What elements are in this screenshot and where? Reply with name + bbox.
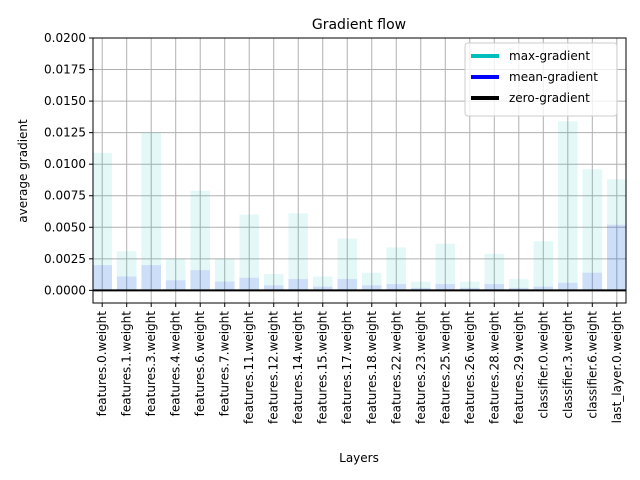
x-tick-label: features.18.weight bbox=[365, 311, 379, 424]
x-tick-label: last_layer.0.weight bbox=[610, 311, 624, 424]
max-gradient-bar bbox=[312, 276, 333, 291]
max-gradient-bar bbox=[607, 179, 627, 291]
y-tick-label: 0.0100 bbox=[44, 157, 86, 171]
y-axis-label: average gradient bbox=[16, 119, 30, 223]
max-gradient-bar bbox=[508, 279, 529, 291]
x-tick-label: features.11.weight bbox=[242, 311, 256, 424]
max-gradient-bar bbox=[141, 132, 162, 291]
mean-gradient-bar bbox=[190, 270, 211, 291]
max-gradient-bar bbox=[239, 214, 260, 291]
x-tick-label: features.0.weight bbox=[95, 311, 109, 417]
x-axis-ticks: features.0.weight features.1.weight featur… bbox=[95, 303, 624, 424]
mean-gradient-bar bbox=[337, 279, 358, 291]
mean-gradient-bar bbox=[92, 265, 112, 291]
max-gradient-bar bbox=[288, 213, 309, 291]
mean-gradient-bar bbox=[361, 285, 382, 291]
x-tick-label: features.1.weight bbox=[120, 311, 134, 417]
y-tick-label: 0.0050 bbox=[44, 220, 86, 234]
x-tick-label: classifier.0.weight bbox=[536, 311, 550, 419]
y-tick-label: 0.0150 bbox=[44, 94, 86, 108]
max-gradient-bar bbox=[190, 190, 211, 291]
y-tick-label: 0.0125 bbox=[44, 126, 86, 140]
mean-gradient-bar bbox=[239, 277, 260, 291]
y-tick-label: 0.0025 bbox=[44, 252, 86, 266]
legend-label: mean-gradient bbox=[509, 70, 598, 84]
mean-gradient-bar bbox=[141, 265, 162, 291]
max-gradient-bar bbox=[337, 238, 358, 291]
plot-frame bbox=[92, 37, 627, 304]
mean-gradient-bar bbox=[410, 287, 431, 291]
max-gradient-bar bbox=[435, 243, 456, 291]
max-gradient-bar bbox=[484, 253, 505, 291]
y-tick-label: 0.0200 bbox=[44, 31, 86, 45]
x-tick-label: features.28.weight bbox=[487, 311, 501, 424]
max-gradient-bar bbox=[361, 272, 382, 291]
legend-label: zero-gradient bbox=[509, 91, 590, 105]
mean-gradient-bar bbox=[116, 276, 137, 291]
mean-gradient-bar bbox=[459, 287, 480, 291]
x-tick-label: classifier.3.weight bbox=[561, 311, 575, 419]
mean-gradient-bar bbox=[533, 286, 554, 291]
y-tick-label: 0.0175 bbox=[44, 63, 86, 77]
max-gradient-bar bbox=[410, 281, 431, 291]
mean-gradient-bar bbox=[214, 281, 235, 291]
mean-gradient-bar bbox=[165, 280, 186, 291]
max-gradient-bar bbox=[533, 241, 554, 291]
mean-gradient-bar bbox=[263, 285, 284, 291]
mean-gradient-bar bbox=[484, 284, 505, 291]
y-tick-label: 0.0000 bbox=[44, 283, 86, 297]
x-tick-label: features.14.weight bbox=[291, 311, 305, 424]
legend-box bbox=[464, 42, 618, 117]
legend-label: max-gradient bbox=[509, 49, 590, 63]
x-tick-label: features.23.weight bbox=[414, 311, 428, 424]
max-gradient-bar bbox=[557, 121, 578, 291]
max-gradient-bar bbox=[116, 251, 137, 291]
x-tick-label: features.3.weight bbox=[144, 311, 158, 417]
x-axis-label: Layers bbox=[339, 451, 379, 465]
max-gradient-bar bbox=[582, 169, 603, 291]
max-gradient-bar bbox=[165, 258, 186, 291]
mean-gradient-bar bbox=[386, 284, 407, 291]
x-tick-label: features.6.weight bbox=[193, 311, 207, 417]
bars bbox=[92, 121, 627, 291]
legend: max-gradient mean-gradient zero-gradient bbox=[464, 42, 618, 117]
x-tick-label: features.7.weight bbox=[218, 311, 232, 417]
mean-gradient-bar bbox=[435, 284, 456, 291]
x-tick-label: features.17.weight bbox=[340, 311, 354, 424]
y-tick-label: 0.0075 bbox=[44, 189, 86, 203]
grid bbox=[93, 37, 626, 303]
max-gradient-bar bbox=[386, 247, 407, 291]
x-tick-label: features.22.weight bbox=[389, 311, 403, 424]
max-gradient-bar bbox=[214, 258, 235, 291]
x-tick-label: features.29.weight bbox=[512, 311, 526, 424]
mean-gradient-bar bbox=[312, 286, 333, 291]
mean-gradient-bar bbox=[607, 224, 627, 291]
max-gradient-bar bbox=[92, 152, 112, 291]
mean-gradient-bar bbox=[557, 282, 578, 291]
mean-gradient-bar bbox=[508, 287, 529, 291]
x-tick-label: features.15.weight bbox=[316, 311, 330, 424]
x-tick-label: features.12.weight bbox=[267, 311, 281, 424]
x-tick-label: classifier.6.weight bbox=[585, 311, 599, 419]
x-tick-label: features.25.weight bbox=[438, 311, 452, 424]
max-gradient-bar bbox=[263, 273, 284, 291]
mean-gradient-bar bbox=[288, 279, 309, 291]
max-gradient-bar bbox=[459, 281, 480, 291]
x-tick-label: features.4.weight bbox=[169, 311, 183, 417]
x-tick-label: features.26.weight bbox=[463, 311, 477, 424]
mean-gradient-bar bbox=[582, 272, 603, 291]
y-axis-ticks: 0.0000 0.0025 0.0050 0.0075 0.0100 0.0125 0.01… bbox=[44, 31, 93, 297]
chart-title: Gradient flow bbox=[312, 17, 406, 33]
